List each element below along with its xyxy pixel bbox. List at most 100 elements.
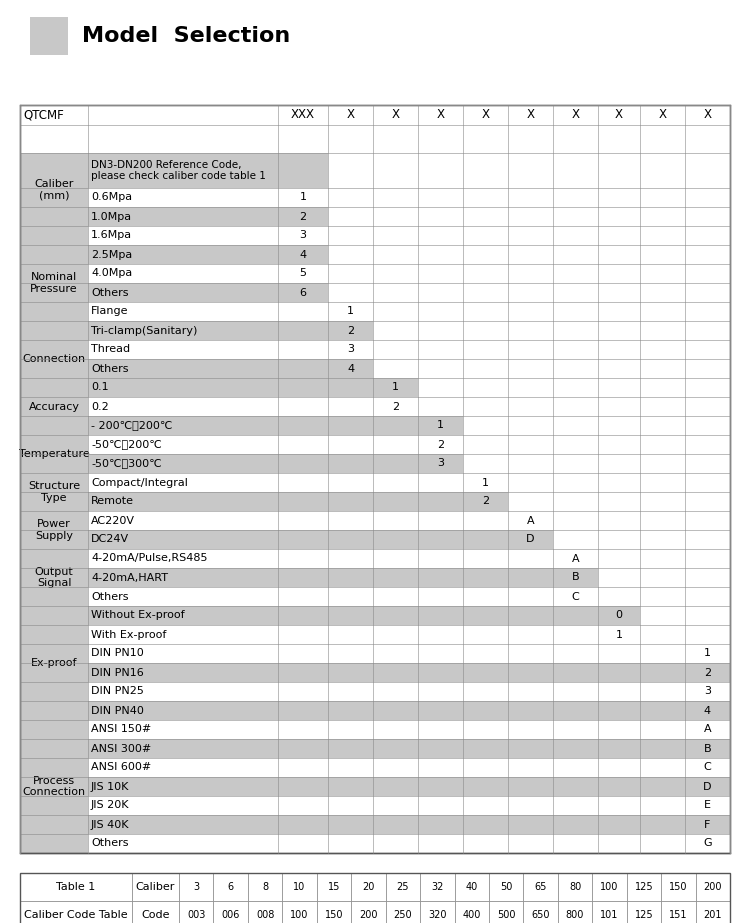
Bar bbox=[278, 153, 328, 188]
Bar bbox=[553, 207, 598, 226]
Bar bbox=[685, 530, 730, 549]
Bar bbox=[373, 340, 418, 359]
Bar bbox=[640, 606, 685, 625]
Bar bbox=[508, 663, 553, 682]
Text: DIN PN10: DIN PN10 bbox=[91, 649, 144, 658]
Bar bbox=[553, 682, 598, 701]
Bar bbox=[508, 302, 553, 321]
Bar bbox=[640, 701, 685, 720]
Bar bbox=[88, 815, 278, 834]
Text: 320: 320 bbox=[428, 910, 446, 920]
Bar bbox=[553, 815, 598, 834]
Bar bbox=[553, 397, 598, 416]
Bar bbox=[695, 873, 730, 901]
Bar bbox=[685, 492, 730, 511]
Bar bbox=[598, 644, 640, 663]
Text: 4-20mA,HART: 4-20mA,HART bbox=[91, 572, 168, 582]
Bar bbox=[553, 188, 598, 207]
Bar bbox=[598, 777, 640, 796]
Text: 500: 500 bbox=[497, 910, 515, 920]
Text: 100: 100 bbox=[290, 910, 309, 920]
Text: B: B bbox=[572, 572, 579, 582]
Bar bbox=[685, 359, 730, 378]
Bar bbox=[248, 873, 282, 901]
Bar bbox=[278, 644, 328, 663]
Bar bbox=[598, 625, 640, 644]
Text: Thread: Thread bbox=[91, 344, 130, 354]
Bar bbox=[373, 302, 418, 321]
Text: 201: 201 bbox=[704, 910, 722, 920]
Bar bbox=[553, 416, 598, 435]
Bar bbox=[640, 644, 685, 663]
Bar bbox=[598, 492, 640, 511]
Bar bbox=[278, 359, 328, 378]
Bar bbox=[316, 901, 351, 923]
Bar bbox=[553, 701, 598, 720]
Text: C: C bbox=[704, 762, 711, 773]
Bar bbox=[328, 568, 373, 587]
Bar bbox=[508, 815, 553, 834]
Bar bbox=[386, 901, 420, 923]
Bar bbox=[598, 359, 640, 378]
Bar bbox=[463, 682, 508, 701]
Text: D: D bbox=[704, 782, 712, 792]
Bar bbox=[598, 587, 640, 606]
Bar bbox=[640, 397, 685, 416]
Text: E: E bbox=[704, 800, 711, 810]
Bar bbox=[598, 549, 640, 568]
Bar bbox=[88, 416, 278, 435]
Bar bbox=[418, 378, 463, 397]
Bar bbox=[278, 188, 328, 207]
Bar bbox=[463, 739, 508, 758]
Bar bbox=[328, 682, 373, 701]
Bar bbox=[463, 663, 508, 682]
Bar bbox=[328, 397, 373, 416]
Bar bbox=[640, 815, 685, 834]
Bar bbox=[463, 435, 508, 454]
Text: Model  Selection: Model Selection bbox=[82, 26, 290, 46]
Bar bbox=[373, 188, 418, 207]
Bar bbox=[598, 245, 640, 264]
Text: Caliber: Caliber bbox=[136, 882, 176, 892]
Bar bbox=[278, 606, 328, 625]
Bar bbox=[88, 454, 278, 473]
Bar bbox=[351, 873, 386, 901]
Text: Code: Code bbox=[141, 910, 170, 920]
Bar bbox=[328, 796, 373, 815]
Text: 6: 6 bbox=[227, 882, 234, 892]
Bar bbox=[558, 873, 592, 901]
Bar bbox=[20, 153, 88, 226]
Text: 4: 4 bbox=[704, 705, 711, 715]
Bar bbox=[553, 663, 598, 682]
Text: Others: Others bbox=[91, 838, 128, 848]
Bar bbox=[373, 682, 418, 701]
Bar bbox=[88, 777, 278, 796]
Text: ANSI 300#: ANSI 300# bbox=[91, 744, 152, 753]
Bar bbox=[418, 796, 463, 815]
Bar bbox=[328, 454, 373, 473]
Text: X: X bbox=[392, 109, 400, 122]
Bar bbox=[508, 416, 553, 435]
Bar bbox=[685, 283, 730, 302]
Bar bbox=[351, 901, 386, 923]
Bar bbox=[373, 511, 418, 530]
Bar bbox=[328, 435, 373, 454]
Bar bbox=[373, 207, 418, 226]
Bar bbox=[685, 321, 730, 340]
Bar bbox=[328, 321, 373, 340]
Text: 200: 200 bbox=[704, 882, 722, 892]
Text: Caliber
(mm): Caliber (mm) bbox=[34, 179, 74, 200]
Bar bbox=[20, 873, 132, 901]
Bar bbox=[640, 796, 685, 815]
Bar bbox=[328, 758, 373, 777]
Bar bbox=[88, 701, 278, 720]
Bar bbox=[685, 587, 730, 606]
Bar bbox=[508, 739, 553, 758]
Bar bbox=[418, 226, 463, 245]
Bar bbox=[278, 283, 328, 302]
Bar bbox=[463, 815, 508, 834]
Bar bbox=[179, 901, 214, 923]
Bar bbox=[598, 283, 640, 302]
Bar bbox=[418, 701, 463, 720]
Bar bbox=[508, 359, 553, 378]
